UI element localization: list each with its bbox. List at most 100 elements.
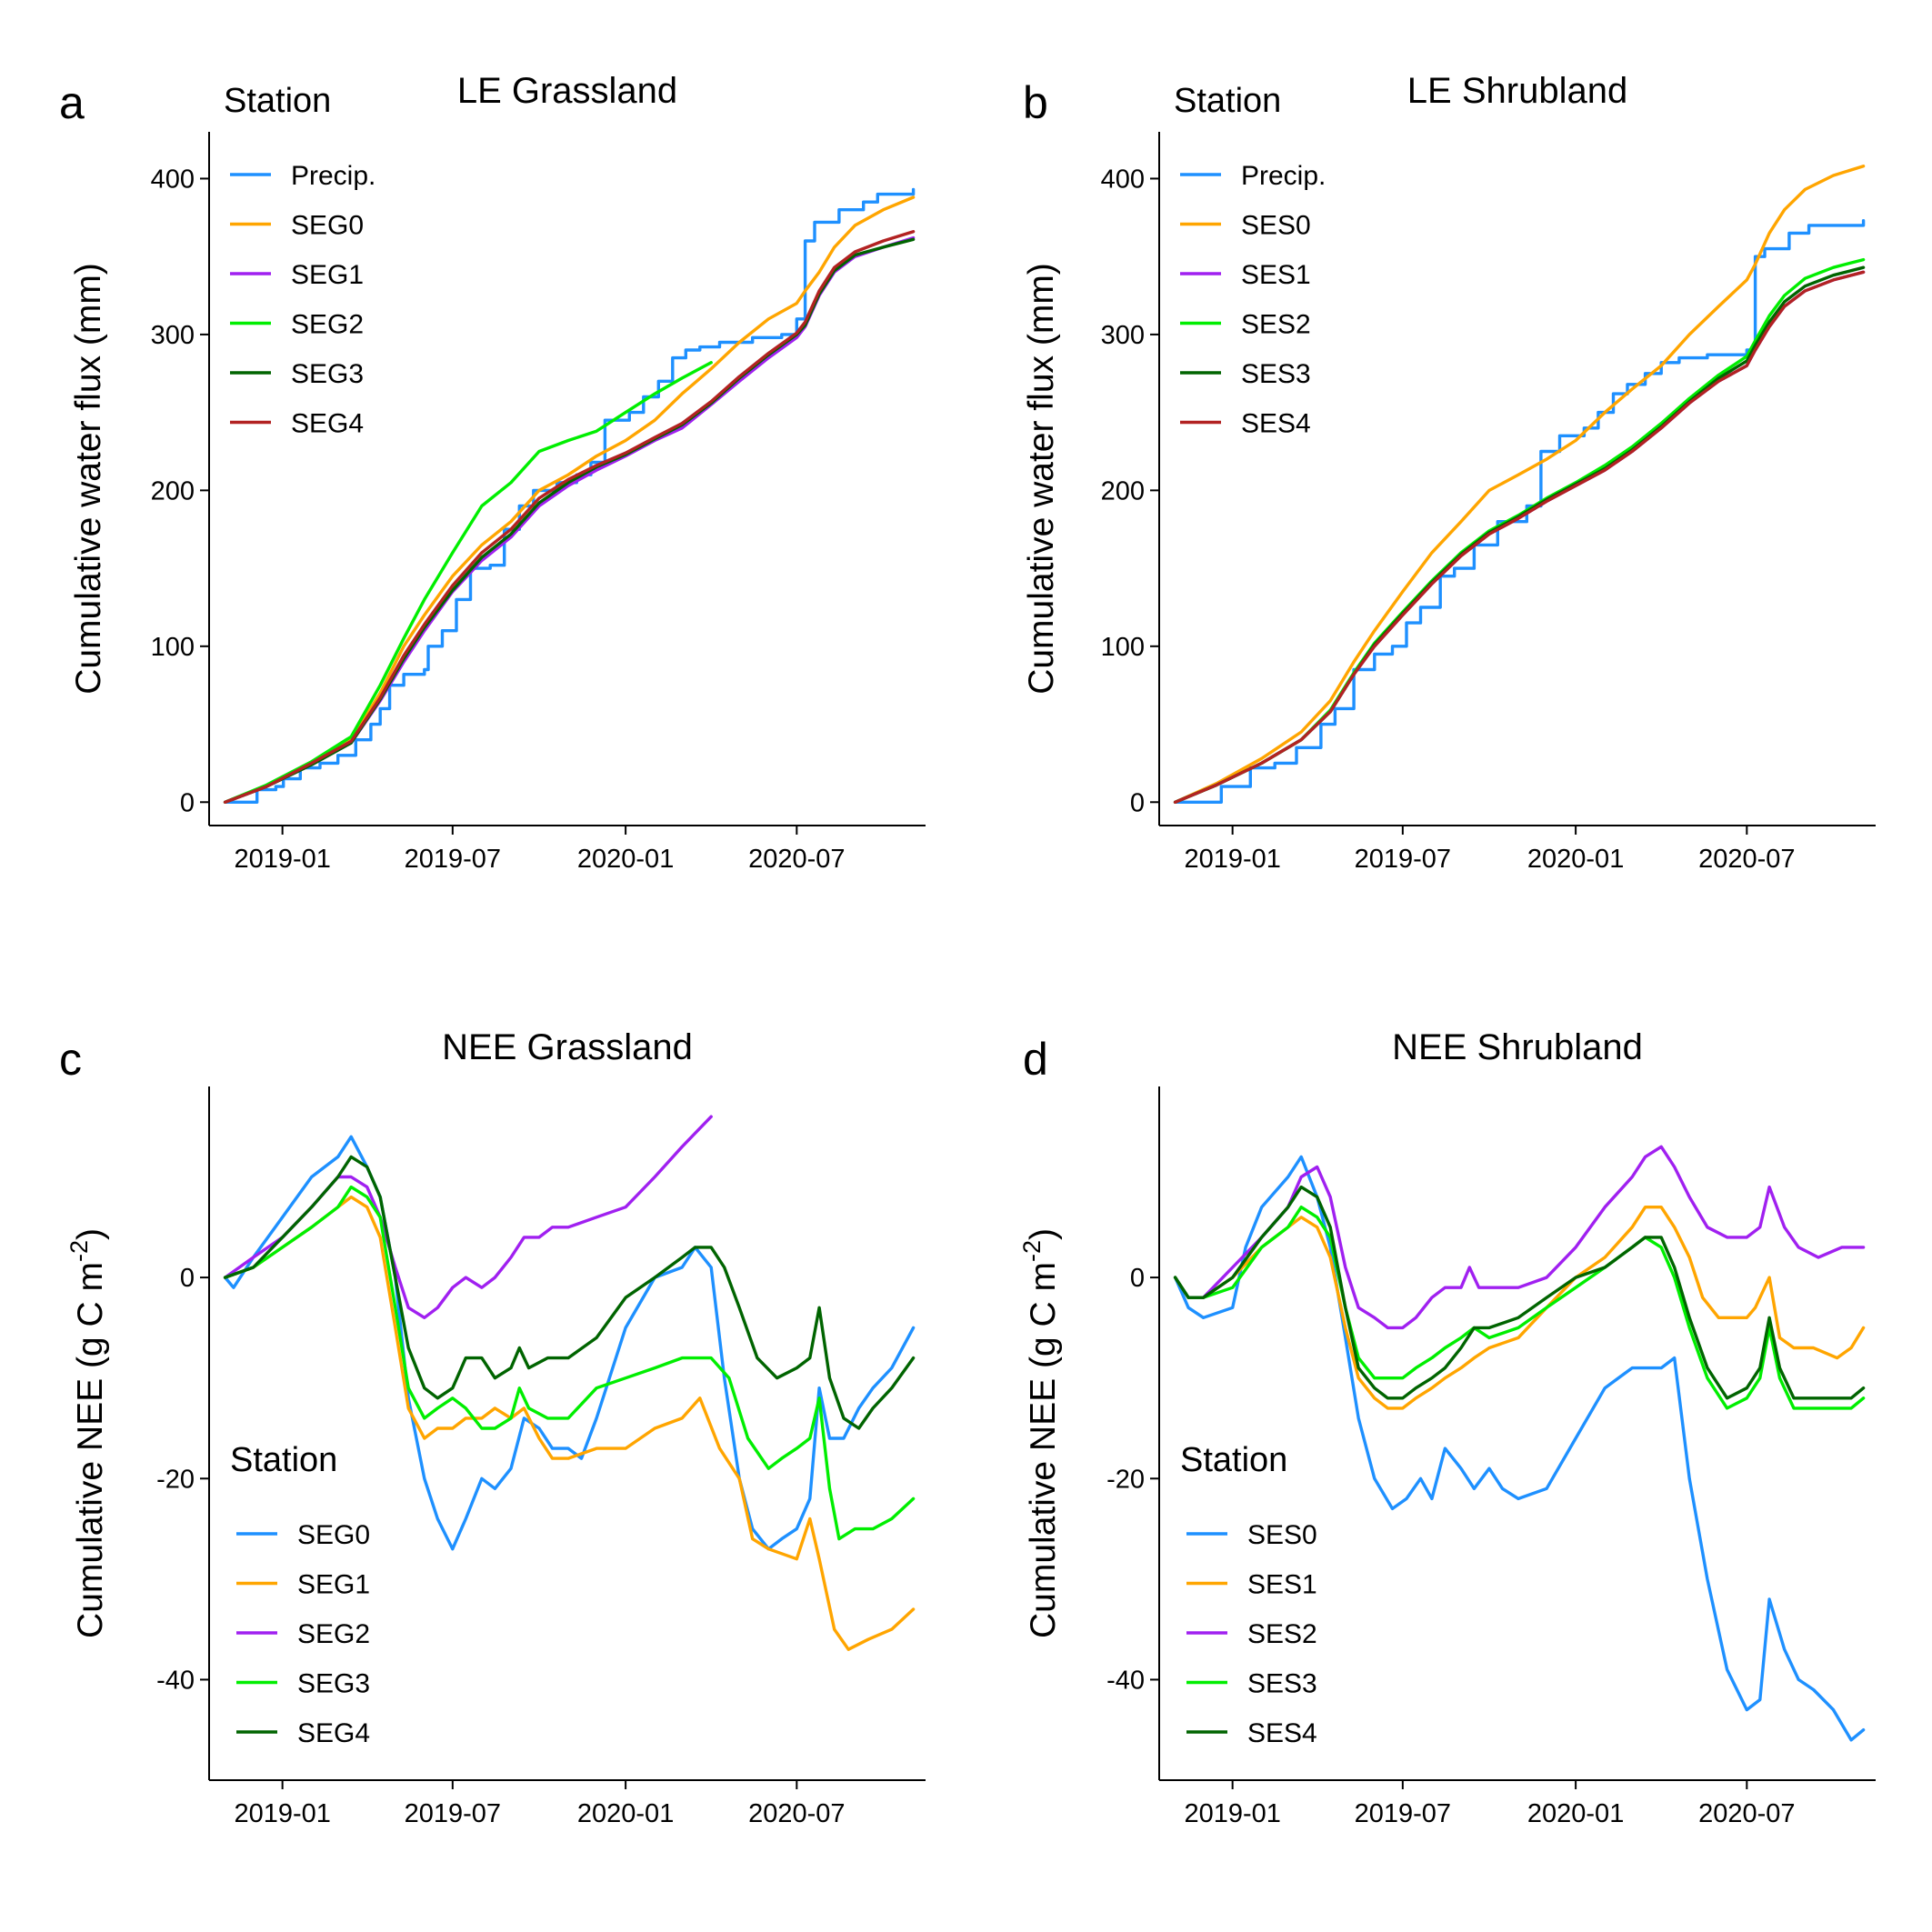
legend-item-label: SES0 [1247,1520,1317,1550]
series-line-seg1 [223,1195,916,1651]
y-tick-label: -40 [1106,1666,1145,1695]
y-tick-label: 400 [151,165,195,194]
y-axis-title-main: Cumulative water flux (mm) [69,263,108,695]
y-tick-label: 300 [151,321,195,350]
x-tick-label: 2019-01 [1184,845,1280,874]
series-line-seg0 [223,195,916,804]
panel-title: NEE Grassland [442,1027,693,1067]
legend-title: Station [224,82,331,120]
x-tick-label: 2019-01 [1184,1799,1280,1828]
legend-item-label: Precip. [1241,161,1326,191]
series-line-seg2 [223,361,713,804]
series-line-ses4 [1173,1185,1866,1400]
panel-title: NEE Shrubland [1392,1027,1643,1067]
panel-letter: c [59,1034,82,1085]
legend-item-label: SES2 [1241,310,1311,340]
y-tick-label: 200 [151,476,195,506]
legend-item-label: SEG3 [291,359,364,389]
series-line-ses3 [1173,1206,1866,1410]
y-tick-label: -40 [156,1666,195,1695]
x-tick-label: 2019-07 [1355,845,1451,874]
legend-item-label: SEG1 [297,1570,370,1600]
series-line-ses0 [1173,1155,1866,1742]
series-line-ses1 [1173,270,1866,804]
panel-title: LE Grassland [457,71,677,111]
panel-letter: a [59,77,85,128]
series-line-ses1 [1173,1206,1866,1410]
legend-item-label: SES2 [1247,1619,1317,1649]
legend-item-label: SEG4 [291,409,364,439]
legend-item-label: SEG2 [297,1619,370,1649]
series-line-seg4 [223,230,916,804]
x-tick-label: 2019-07 [405,1799,501,1828]
y-tick-label: 0 [180,788,195,817]
legend-item-label: SES4 [1247,1718,1317,1748]
y-tick-label: -20 [156,1465,195,1494]
panel-letter: b [1023,77,1048,128]
legend: Station SES0 SES1 SES2 SES3 SES4 [1180,1441,1317,1748]
y-axis-title-superscript: -2 [1018,1240,1046,1262]
y-axis-title-main: Cumulative water flux (mm) [1022,263,1061,695]
y-axis-title-main: Cumulative NEE (g C m [71,1262,110,1638]
panel-d: d NEE Shrubland 0 -20 -40 2019-01 2019-07 2020-… [1018,1027,1876,1828]
legend-item-label: SES1 [1247,1570,1317,1600]
y-tick-label: 0 [1130,1264,1145,1293]
legend-item-label: SES0 [1241,211,1311,241]
legend-item-label: SEG2 [291,310,364,340]
x-tick-label: 2020-07 [748,1799,845,1828]
x-tick-label: 2020-07 [748,845,845,874]
series-line-ses0 [1173,165,1866,804]
y-axis-title-superscript: -2 [65,1240,93,1262]
y-tick-label: -20 [1106,1465,1145,1494]
legend-item-label: SES3 [1241,359,1311,389]
x-tick-label: 2019-07 [1355,1799,1451,1828]
series-line-ses4 [1173,270,1866,804]
series-line-seg4 [223,1155,916,1430]
x-tick-label: 2019-07 [405,845,501,874]
legend-item-label: SES1 [1241,260,1311,290]
legend-item-label: SEG0 [297,1520,370,1550]
x-tick-label: 2020-01 [577,1799,674,1828]
series-line-ses3 [1173,265,1866,804]
y-tick-label: 0 [180,1264,195,1293]
legend-title: Station [230,1441,337,1479]
x-tick-label: 2020-07 [1698,1799,1795,1828]
series-line-ses2 [1173,1145,1866,1330]
series-line-precip [1173,219,1866,804]
y-axis-title: Cumulative water flux (mm) [69,263,108,695]
legend: Station Precip. SEG0 SEG1 SEG2 SEG3 SEG4 [224,82,375,439]
x-tick-label: 2020-01 [1527,1799,1624,1828]
panel-a: a LE Grassland 0 100 200 300 400 2019-01 2019-07… [59,71,926,874]
y-axis-title-close: ) [1024,1228,1063,1240]
legend-item-label: Precip. [291,161,375,191]
legend: Station SEG0 SEG1 SEG2 SEG3 SEG4 [230,1441,370,1748]
legend-item-label: SES4 [1241,409,1311,439]
x-tick-label: 2019-01 [234,845,330,874]
panel-letter: d [1023,1034,1048,1085]
y-tick-label: 400 [1101,165,1145,194]
legend-item-label: SEG0 [291,211,364,241]
panel-c: c NEE Grassland 0 -20 -40 2019-01 2019-07 2020-… [59,1027,926,1828]
x-tick-label: 2019-01 [234,1799,330,1828]
y-tick-label: 0 [1130,788,1145,817]
legend-item-label: SEG3 [297,1669,370,1699]
y-axis-title: Cumulative water flux (mm) [1022,263,1061,695]
series-line-seg3 [223,1185,916,1541]
y-axis-title: Cumulative NEE (g C m-2) [1018,1228,1063,1638]
panel-title: LE Shrubland [1407,71,1627,111]
x-tick-label: 2020-07 [1698,845,1795,874]
legend: Station Precip. SES0 SES1 SES2 SES3 SES4 [1174,82,1326,439]
x-tick-label: 2020-01 [577,845,674,874]
y-tick-label: 100 [151,633,195,662]
legend-title: Station [1174,82,1281,120]
legend-item-label: SEG1 [291,260,364,290]
x-tick-label: 2020-01 [1527,845,1624,874]
y-tick-label: 100 [1101,633,1145,662]
y-axis-title-main: Cumulative NEE (g C m [1024,1262,1063,1638]
panel-b: b LE Shrubland 0 100 200 300 400 2019-01 2019-07… [1022,71,1876,874]
y-tick-label: 300 [1101,321,1145,350]
legend-title: Station [1180,1441,1287,1479]
legend-item-label: SES3 [1247,1669,1317,1699]
legend-item-label: SEG4 [297,1718,370,1748]
